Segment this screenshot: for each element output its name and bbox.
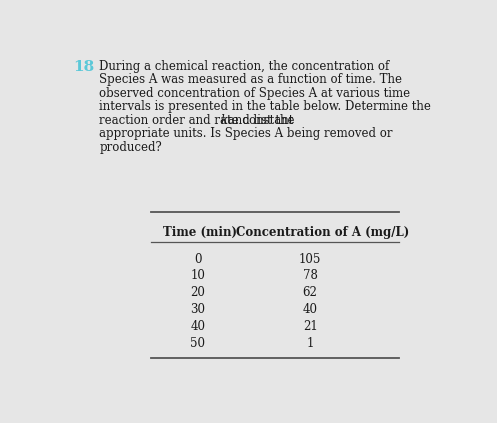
Text: Species A was measured as a function of time. The: Species A was measured as a function of … <box>99 74 403 86</box>
Text: 1: 1 <box>307 337 314 350</box>
Text: and list the: and list the <box>225 114 295 127</box>
Text: 40: 40 <box>190 320 205 333</box>
Text: Time (min): Time (min) <box>163 226 237 239</box>
Text: reaction order and rate constant: reaction order and rate constant <box>99 114 297 127</box>
Text: During a chemical reaction, the concentration of: During a chemical reaction, the concentr… <box>99 60 390 73</box>
Text: appropriate units. Is Species A being removed or: appropriate units. Is Species A being re… <box>99 127 393 140</box>
Text: 78: 78 <box>303 269 318 283</box>
Text: 18: 18 <box>73 60 94 74</box>
Text: observed concentration of Species A at various time: observed concentration of Species A at v… <box>99 87 411 100</box>
Text: 20: 20 <box>190 286 205 299</box>
Text: Concentration of A (mg/L): Concentration of A (mg/L) <box>237 226 410 239</box>
Text: 21: 21 <box>303 320 318 333</box>
Text: 50: 50 <box>190 337 205 350</box>
Text: k: k <box>221 114 228 127</box>
Text: produced?: produced? <box>99 141 162 154</box>
Text: 30: 30 <box>190 303 205 316</box>
Text: 105: 105 <box>299 253 322 266</box>
Text: 40: 40 <box>303 303 318 316</box>
Text: 62: 62 <box>303 286 318 299</box>
Text: 0: 0 <box>194 253 201 266</box>
Text: 10: 10 <box>190 269 205 283</box>
Text: intervals is presented in the table below. Determine the: intervals is presented in the table belo… <box>99 100 431 113</box>
